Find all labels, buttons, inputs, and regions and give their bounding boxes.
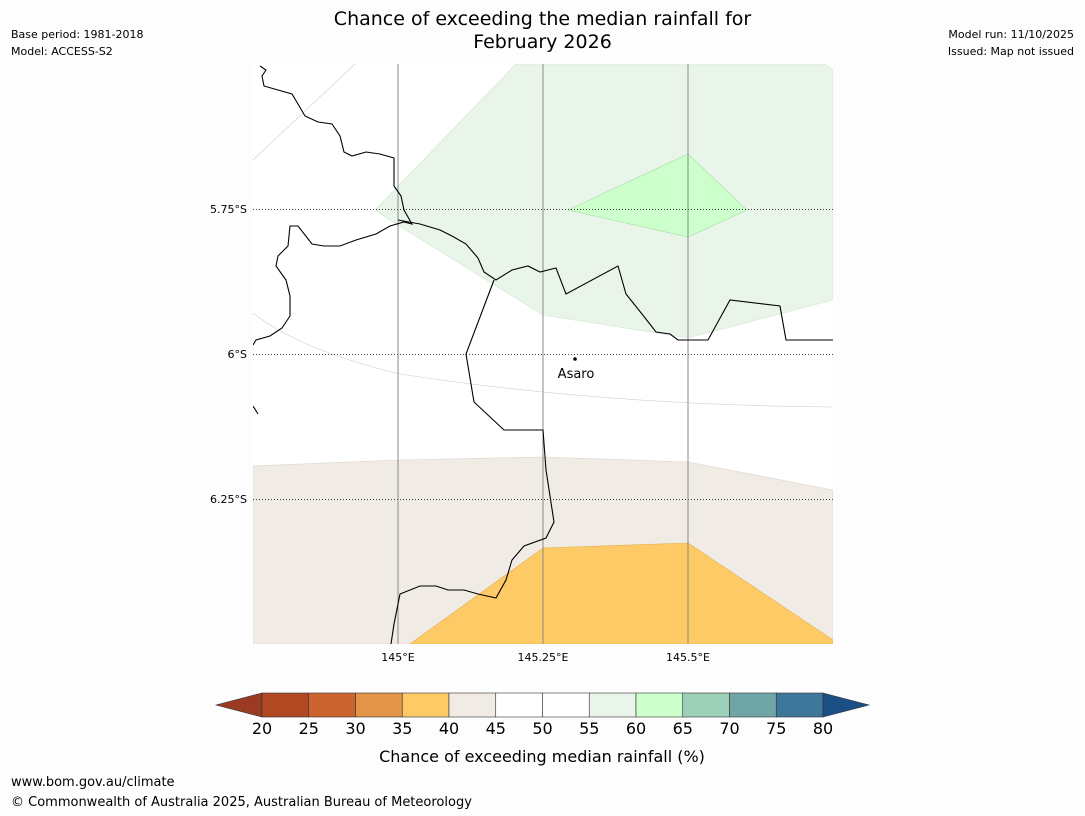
colorbar-tick-55: 55 (579, 719, 599, 738)
graticule (253, 64, 833, 644)
colorbar-tick-25: 25 (299, 719, 319, 738)
colorbar-tick-60: 60 (626, 719, 646, 738)
colorbar-bin-35-40 (401, 692, 450, 718)
colorbar-tick-80: 80 (813, 719, 833, 738)
colorbar-bin-55-60 (588, 692, 637, 718)
boundary-line (253, 405, 259, 415)
meta-left: Base period: 1981-2018 Model: ACCESS-S2 (11, 26, 143, 60)
colorbar-bin-45-50 (495, 692, 543, 718)
colorbar-bin-25-30 (308, 692, 356, 718)
map-title: Chance of exceeding the median rainfall … (200, 8, 885, 54)
base-period: Base period: 1981-2018 (11, 28, 144, 41)
colorbar-tick-30: 30 (345, 719, 365, 738)
lat-label-5-75: 5.75°S (210, 203, 247, 216)
model-run: Model run: 11/10/2025 (948, 28, 1074, 41)
issued-status: Issued: Map not issued (947, 45, 1074, 58)
colorbar-extend-high (822, 692, 871, 718)
colorbar-tick-50: 50 (532, 719, 552, 738)
colorbar-bin-50-55 (542, 692, 590, 718)
colorbar-bin-75-80 (775, 692, 824, 718)
model-name: Model: ACCESS-S2 (11, 45, 113, 58)
colorbar-bin-30-35 (355, 692, 403, 718)
boundary-line (390, 279, 555, 644)
boundary-line (397, 219, 833, 341)
colorbar-bin-40-45 (448, 692, 497, 718)
contour-line (253, 64, 356, 161)
footer-url[interactable]: www.bom.gov.au/climate (11, 775, 175, 790)
town-marker-asaro (573, 357, 577, 361)
boundary-line (253, 65, 414, 346)
colorbar-tick-45: 45 (486, 719, 506, 738)
colorbar-label: Chance of exceeding median rainfall (%) (379, 747, 705, 766)
colorbar-tick-35: 35 (392, 719, 412, 738)
title-line-1: Chance of exceeding the median rainfall … (333, 8, 752, 30)
map-panel (253, 64, 833, 644)
colorbar-bin-60-65 (635, 692, 684, 718)
zone-35-40 (409, 542, 833, 644)
colorbar-bin-20-25 (261, 692, 310, 718)
colorbar-bin-65-70 (682, 692, 730, 718)
colorbar-extend-low (214, 692, 263, 718)
lat-label-6: 6°S (228, 348, 247, 361)
colorbar-tick-40: 40 (439, 719, 459, 738)
colorbar-bin-70-75 (729, 692, 777, 718)
colorbar: 20 25 30 35 40 45 50 55 60 65 70 75 80 (214, 692, 871, 738)
town-label-asaro: Asaro (558, 367, 595, 382)
colorbar-tick-20: 20 (252, 719, 272, 738)
colorbar-tick-65: 65 (673, 719, 693, 738)
meta-right: Model run: 11/10/2025 Issued: Map not is… (948, 26, 1074, 60)
colorbar-tick-75: 75 (766, 719, 786, 738)
colorbar-tick-70: 70 (719, 719, 739, 738)
footer-copyright: © Commonwealth of Australia 2025, Austra… (11, 795, 472, 810)
lon-label-145: 145°E (381, 651, 414, 664)
contour-line (253, 312, 833, 408)
lon-label-145-25: 145.25°E (518, 651, 569, 664)
lon-label-145-5: 145.5°E (666, 651, 710, 664)
lat-label-6-25: 6.25°S (210, 493, 247, 506)
title-line-2: February 2026 (473, 31, 612, 53)
